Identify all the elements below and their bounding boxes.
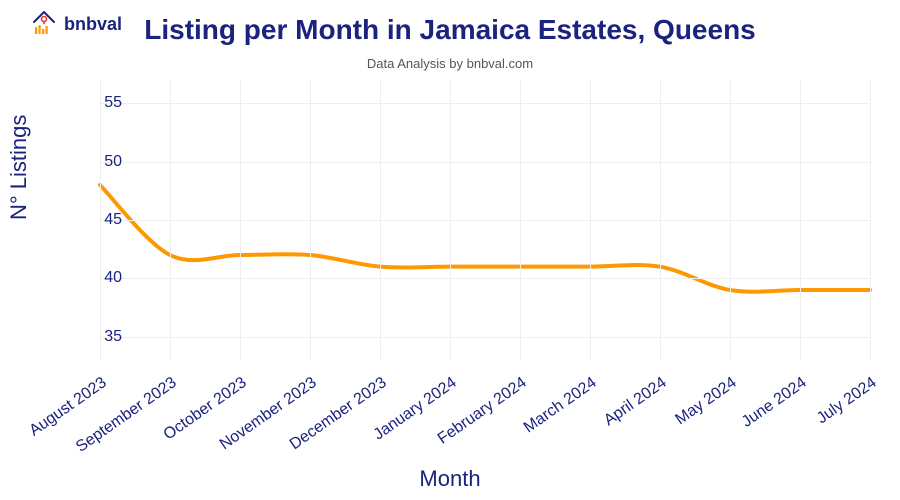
x-tick-label: April 2024 [601,374,670,430]
y-tick-label: 40 [82,269,122,287]
plot-area [100,80,870,360]
grid-line [730,80,731,360]
grid-line [520,80,521,360]
grid-line [450,80,451,360]
x-axis-label: Month [0,466,900,492]
grid-line [100,220,870,221]
grid-line [800,80,801,360]
y-tick-label: 55 [82,94,122,112]
x-tick-label: March 2024 [521,374,601,437]
grid-line [240,80,241,360]
x-tick-label: May 2024 [672,374,740,429]
grid-line [870,80,871,360]
grid-line [380,80,381,360]
grid-line [660,80,661,360]
grid-line [100,337,870,338]
grid-line [590,80,591,360]
grid-line [310,80,311,360]
y-tick-label: 35 [82,328,122,346]
y-tick-label: 50 [82,153,122,171]
chart-title: Listing per Month in Jamaica Estates, Qu… [0,14,900,46]
x-tick-label: June 2024 [739,374,811,432]
grid-line [100,162,870,163]
chart-subtitle: Data Analysis by bnbval.com [0,56,900,71]
y-tick-label: 45 [82,211,122,229]
grid-line [100,103,870,104]
grid-line [100,278,870,279]
y-axis-label: N° Listings [6,115,32,220]
grid-line [170,80,171,360]
x-tick-label: July 2024 [814,374,880,428]
